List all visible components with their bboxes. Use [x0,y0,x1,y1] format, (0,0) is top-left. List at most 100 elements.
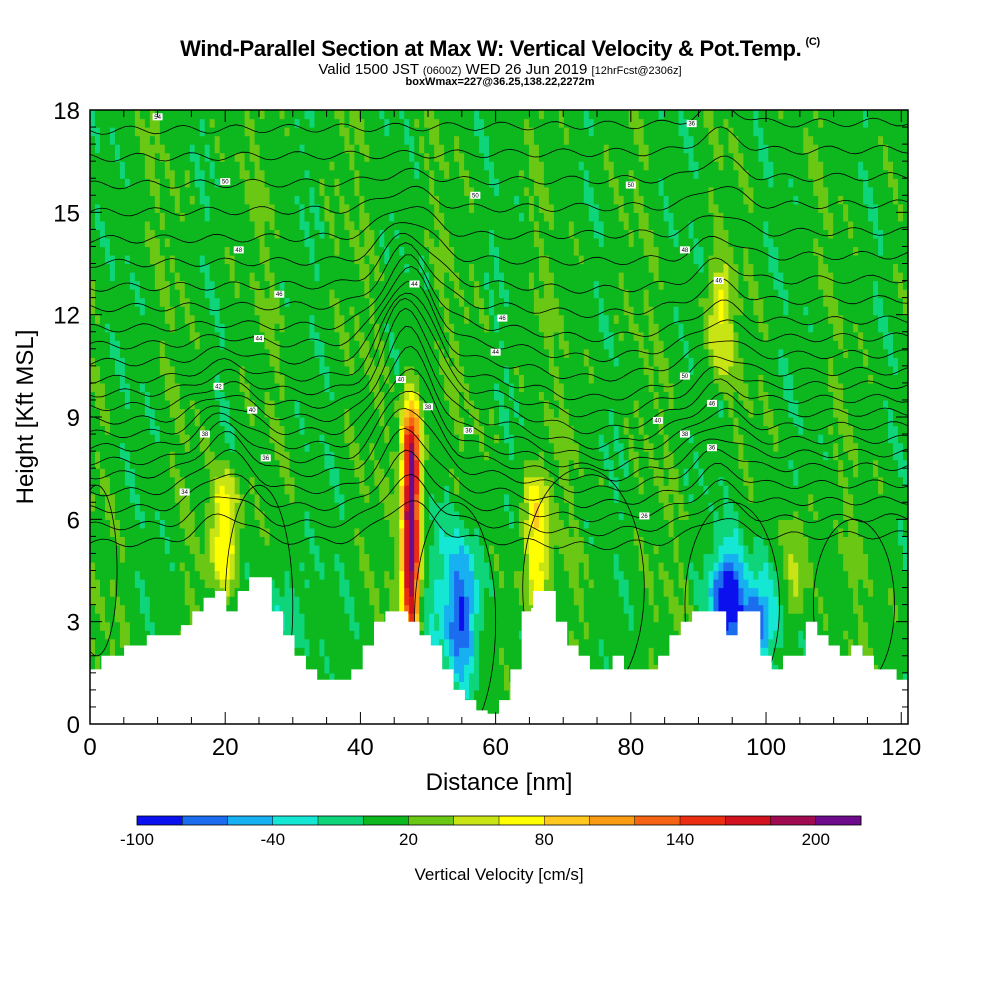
velocity-cell [99,272,106,282]
velocity-cell [409,195,415,205]
velocity-cell [104,246,111,256]
velocity-cell [119,118,126,128]
velocity-cell [119,451,126,461]
velocity-cell [99,127,106,137]
velocity-cell [404,382,410,393]
velocity-cell [149,272,156,282]
velocity-cell [154,544,161,555]
velocity-cell [144,331,151,341]
velocity-cell [159,365,166,375]
velocity-cell [114,357,121,367]
velocity-cell [164,451,171,461]
velocity-cell [174,280,181,290]
velocity-cell [124,485,131,495]
velocity-cell [104,135,111,145]
velocity-cell [334,408,340,418]
velocity-cell [404,306,410,316]
velocity-cell [309,493,316,503]
velocity-cell [144,579,151,589]
velocity-cell [159,127,166,137]
velocity-cell [199,314,206,324]
velocity-cell [324,237,331,248]
velocity-cell [194,434,201,444]
velocity-cell [314,357,321,367]
velocity-cell [399,212,405,222]
velocity-cell [354,357,360,367]
velocity-cell [314,417,321,427]
velocity-cell [419,357,425,367]
velocity-cell [294,220,301,230]
velocity-cell [329,365,335,375]
velocity-cell [394,596,400,606]
velocity-cell [119,604,126,614]
velocity-cell [189,254,196,265]
velocity-cell [294,348,301,358]
velocity-cell [379,485,385,495]
velocity-cell [374,323,380,333]
velocity-cell [164,306,171,316]
velocity-cell [144,323,151,333]
velocity-cell [209,118,216,128]
velocity-cell [359,220,365,230]
velocity-cell [209,408,216,418]
velocity-cell [424,579,430,589]
velocity-cell [374,561,380,572]
velocity-cell [109,178,116,188]
velocity-cell [424,323,430,333]
velocity-cell [284,604,291,614]
velocity-cell [314,186,321,196]
velocity-cell [334,485,340,495]
velocity-cell [209,434,216,444]
velocity-cell [244,527,251,537]
velocity-cell [189,127,196,137]
velocity-cell [169,527,176,537]
velocity-cell [264,442,271,452]
velocity-cell [224,604,231,614]
velocity-cell [284,579,291,589]
velocity-cell [134,144,141,154]
velocity-cell [234,306,241,316]
velocity-cell [149,579,156,589]
velocity-cell [414,263,420,273]
velocity-cell [169,340,176,350]
velocity-cell [389,561,395,572]
velocity-cell [339,169,345,179]
velocity-cell [224,519,231,529]
velocity-cell [94,331,101,341]
velocity-cell [129,519,136,529]
velocity-cell [424,391,430,401]
velocity-cell [154,451,161,461]
velocity-cell [249,169,256,179]
velocity-cell [399,408,405,418]
velocity-cell [224,561,231,572]
velocity-cell [339,459,345,469]
velocity-cell [94,468,101,478]
velocity-cell [164,237,171,248]
velocity-cell [244,169,251,179]
velocity-cell [169,110,176,120]
velocity-cell [394,246,400,256]
velocity-cell [149,425,156,435]
velocity-cell [234,502,241,512]
velocity-cell [319,144,326,154]
velocity-cell [194,135,201,145]
velocity-cell [329,237,335,248]
velocity-cell [404,399,410,410]
velocity-cell [144,587,151,597]
velocity-cell [174,323,181,333]
velocity-cell [279,348,286,358]
velocity-cell [264,391,271,401]
velocity-cell [424,220,430,230]
velocity-cell [324,161,331,171]
velocity-cell [184,476,191,486]
velocity-cell [249,161,256,171]
velocity-cell [169,263,176,273]
velocity-cell [389,399,395,410]
velocity-cell [239,118,246,128]
velocity-cell [259,263,266,273]
velocity-cell [374,553,380,563]
velocity-cell [309,613,316,623]
velocity-cell [229,459,236,469]
velocity-cell [359,638,365,648]
velocity-cell [139,417,146,427]
